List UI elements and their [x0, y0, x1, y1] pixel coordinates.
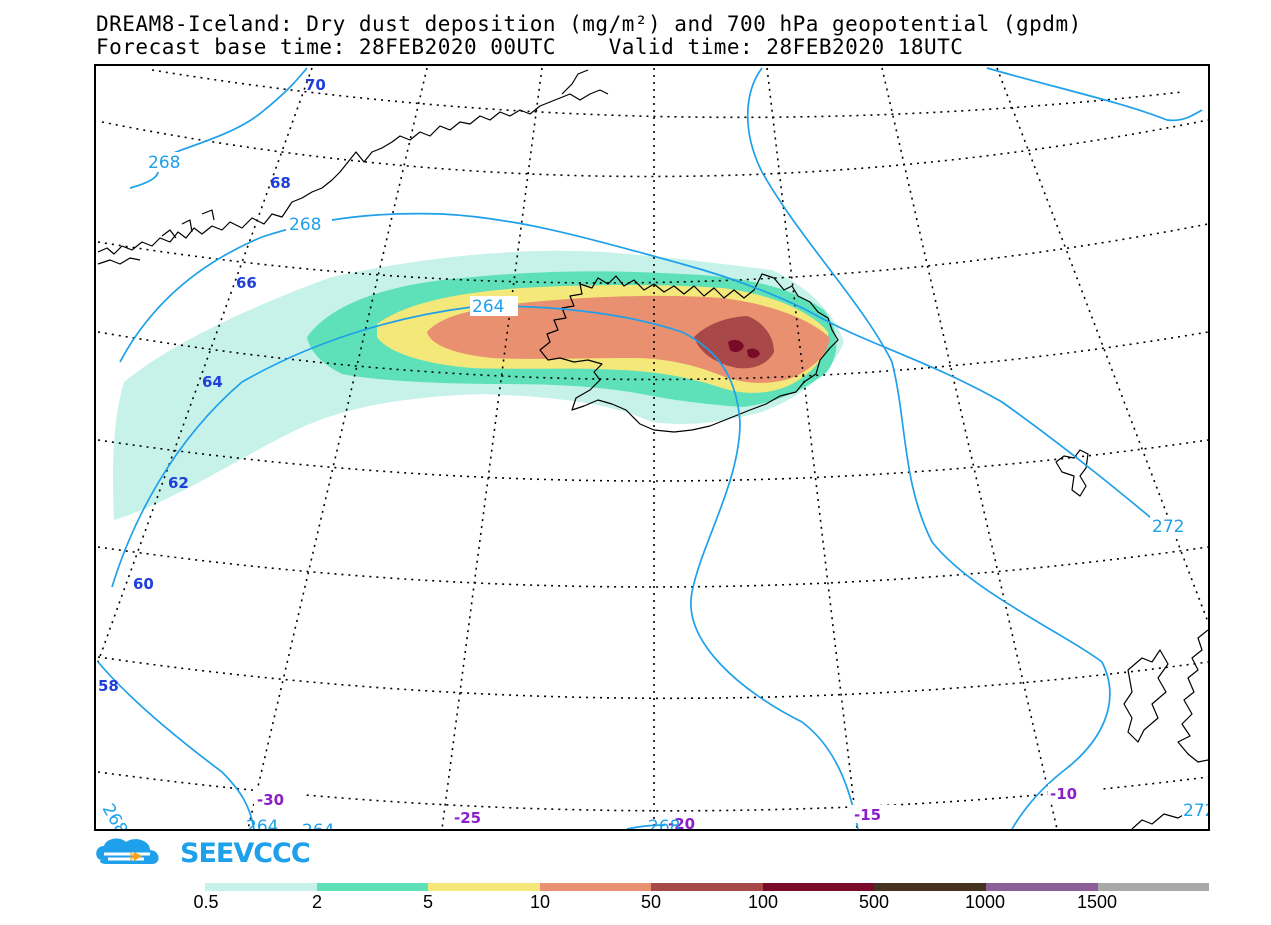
legend-swatch-3	[539, 883, 652, 891]
meridian-east-2	[881, 67, 1058, 829]
legend-swatch-8	[1097, 883, 1210, 891]
legend-swatch-5	[762, 883, 875, 891]
latitude-labels: 70 68 66 64 62 60 58	[98, 76, 326, 695]
parallel-70	[151, 69, 1183, 119]
isoline-268-sw	[97, 661, 255, 829]
parallel-58	[97, 656, 1208, 700]
scotland-norway-coast	[1123, 629, 1208, 829]
meridian-east-3	[996, 67, 1208, 623]
lat-label-70: 70	[305, 76, 326, 94]
lon-label-minus-20: -20	[668, 815, 695, 829]
isoline-label-268-sw: 268	[98, 801, 132, 830]
legend-label-6: 500	[858, 892, 890, 912]
meridian-west-1	[97, 67, 313, 663]
legend-swatch-1	[316, 883, 429, 891]
graticule	[97, 67, 1208, 829]
legend-swatch-0	[205, 883, 317, 891]
greenland-coast	[97, 69, 609, 265]
meridian-east-1	[766, 67, 858, 829]
legend-swatch-2	[428, 883, 540, 891]
isoline-labels: 268 268 264 272 272 268 264 264 268	[98, 152, 1208, 829]
isoline-264	[111, 305, 859, 829]
deposition-band-100	[728, 339, 760, 359]
isoline-label-264: 264	[472, 297, 504, 317]
lon-label-minus-25: -25	[454, 809, 481, 827]
isoline-272-ne	[986, 67, 1203, 122]
parallel-60	[97, 546, 1208, 588]
forecast-times: Forecast base time: 28FEB2020 00UTC Vali…	[96, 35, 964, 59]
iceland-coast	[539, 273, 839, 433]
meridian-west-2	[247, 67, 428, 829]
legend-label-2: 5	[422, 892, 434, 912]
logo-text: SEEVCCC	[180, 838, 311, 869]
isoline-label-268-bottom: 268	[648, 817, 680, 829]
lat-label-66: 66	[236, 274, 257, 292]
legend-label-7: 1000	[964, 892, 1006, 912]
isoline-label-264-bottom: 264	[246, 817, 278, 829]
isoline-label-272-bottom: 272	[1183, 801, 1208, 821]
isoline-label-264-bottom-2: 264	[302, 821, 334, 829]
longitude-labels: -30 -25 -20 -15 -10	[254, 784, 1100, 829]
meridian-west-3	[441, 67, 543, 829]
isoline-label-272-east: 272	[1152, 517, 1184, 537]
isoline-272	[746, 67, 1111, 829]
legend-swatch-7	[985, 883, 1098, 891]
dust-deposition-map: 70 68 66 64 62 60 58 -30 -25 -20 -15 -10…	[94, 64, 1210, 831]
faroe-islands	[1055, 449, 1089, 497]
legend-labels: 0.5 2 5 10 50 100 500 1000 1500	[0, 892, 1271, 916]
lat-label-60: 60	[133, 575, 154, 593]
legend-label-3: 10	[529, 892, 551, 912]
legend-swatch-6	[874, 883, 986, 891]
color-legend	[205, 883, 1210, 891]
map-title: DREAM8-Iceland: Dry dust deposition (mg/…	[96, 12, 1082, 36]
isoline-label-268-north: 268	[289, 215, 321, 235]
lat-label-64: 64	[202, 373, 223, 391]
coastlines	[97, 69, 1208, 829]
lon-label-minus-10: -10	[1050, 785, 1077, 803]
legend-label-0: 0.5	[193, 892, 219, 912]
legend-label-5: 100	[747, 892, 779, 912]
lat-label-58: 58	[98, 677, 119, 695]
isoline-268-nw	[129, 67, 308, 189]
lat-label-62: 62	[168, 474, 189, 492]
legend-swatch-4	[651, 883, 763, 891]
geopotential-isolines	[97, 67, 1203, 829]
legend-label-1: 2	[311, 892, 323, 912]
legend-label-4: 50	[640, 892, 662, 912]
isoline-label-268-nw: 268	[148, 153, 180, 173]
lat-label-68: 68	[270, 174, 291, 192]
lon-label-minus-30: -30	[257, 791, 284, 809]
lon-label-minus-15: -15	[854, 806, 881, 824]
parallel-68	[101, 119, 1208, 178]
seevccc-cloud-icon	[96, 838, 159, 864]
isoline-268-north	[119, 212, 1163, 528]
legend-label-8: 1500	[1076, 892, 1118, 912]
